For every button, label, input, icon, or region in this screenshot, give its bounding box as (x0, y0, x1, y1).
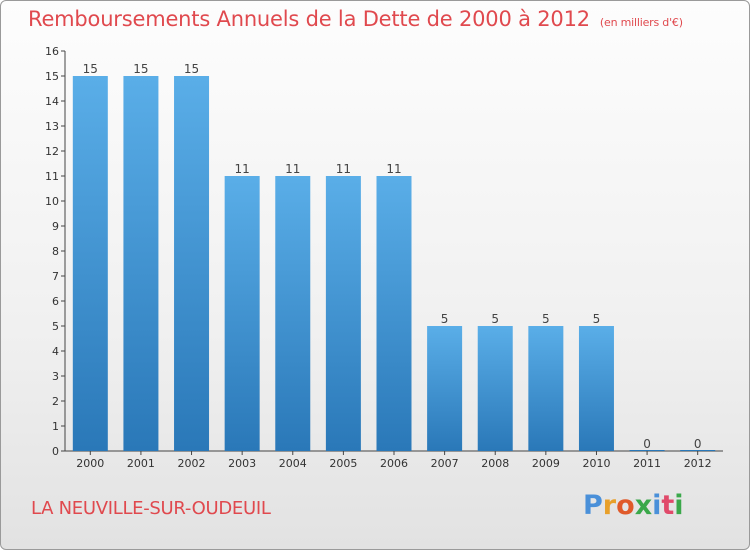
bar-2006 (376, 176, 412, 451)
x-tick-label-2006: 2006 (380, 457, 408, 470)
value-label-2005: 11 (336, 162, 351, 176)
bar-2008 (477, 326, 513, 451)
y-tick-label: 11 (45, 170, 59, 183)
value-label-2006: 11 (386, 162, 401, 176)
y-tick-label: 9 (52, 220, 59, 233)
logo-letter: t (661, 490, 675, 521)
x-tick-label-2008: 2008 (481, 457, 509, 470)
y-tick-label: 7 (52, 270, 59, 283)
y-tick-label: 15 (45, 70, 59, 83)
value-label-2009: 5 (542, 312, 550, 326)
bar-2002 (174, 76, 210, 451)
x-tick-label-2001: 2001 (127, 457, 155, 470)
x-tick-label-2012: 2012 (684, 457, 712, 470)
value-label-2011: 0 (643, 437, 651, 451)
bar-2004 (275, 176, 311, 451)
x-tick-label-2011: 2011 (633, 457, 661, 470)
y-tick-label: 8 (52, 245, 59, 258)
bar-2003 (224, 176, 260, 451)
value-label-2000: 15 (83, 62, 98, 76)
y-tick-label: 2 (52, 395, 59, 408)
value-label-2004: 11 (285, 162, 300, 176)
value-label-2001: 15 (133, 62, 148, 76)
logo-letter: x (634, 490, 653, 521)
y-tick-label: 0 (52, 445, 59, 458)
y-tick-label: 6 (52, 295, 59, 308)
x-tick-label-2009: 2009 (532, 457, 560, 470)
y-tick-label: 12 (45, 145, 59, 158)
logo-letter: i (674, 490, 684, 521)
bar-2000 (72, 76, 108, 451)
commune-name: LA NEUVILLE-SUR-OUDEUIL (31, 498, 271, 519)
proxiti-logo: Proxiti (583, 490, 684, 521)
logo-letter: o (616, 490, 635, 521)
y-tick-label: 1 (52, 420, 59, 433)
y-tick-label: 4 (52, 345, 59, 358)
logo-letter: r (602, 490, 617, 521)
y-tick-label: 16 (45, 45, 59, 58)
value-label-2007: 5 (441, 312, 449, 326)
bar-2010 (578, 326, 614, 451)
logo-letter: i (652, 490, 662, 521)
y-tick-label: 10 (45, 195, 59, 208)
y-tick-label: 13 (45, 120, 59, 133)
labels: 2000 15 2001 15 2002 15 2003 11 2004 11 2005 11 2006… (76, 62, 711, 470)
value-label-2012: 0 (694, 437, 702, 451)
x-tick-label-2003: 2003 (228, 457, 256, 470)
x-tick-label-2010: 2010 (582, 457, 610, 470)
x-tick-label-2005: 2005 (329, 457, 357, 470)
value-label-2003: 11 (235, 162, 250, 176)
x-tick-label-2000: 2000 (76, 457, 104, 470)
value-label-2010: 5 (593, 312, 601, 326)
y-tick-label: 3 (52, 370, 59, 383)
bar-2009 (528, 326, 564, 451)
logo-letter: P (583, 490, 603, 521)
x-tick-label-2004: 2004 (279, 457, 307, 470)
x-tick-label-2002: 2002 (178, 457, 206, 470)
bars (72, 76, 716, 451)
chart-unit: (en milliers d'€) (599, 16, 683, 29)
bar-2001 (123, 76, 159, 451)
x-tick-label-2007: 2007 (431, 457, 459, 470)
value-label-2008: 5 (491, 312, 499, 326)
y-tick-label: 5 (52, 320, 59, 333)
y-tick-label: 14 (45, 95, 59, 108)
value-label-2002: 15 (184, 62, 199, 76)
bar-2007 (427, 326, 463, 451)
bar-2005 (325, 176, 361, 451)
chart-title-text: Remboursements Annuels de la Dette de 20… (28, 7, 590, 31)
chart-title: Remboursements Annuels de la Dette de 20… (28, 7, 683, 31)
